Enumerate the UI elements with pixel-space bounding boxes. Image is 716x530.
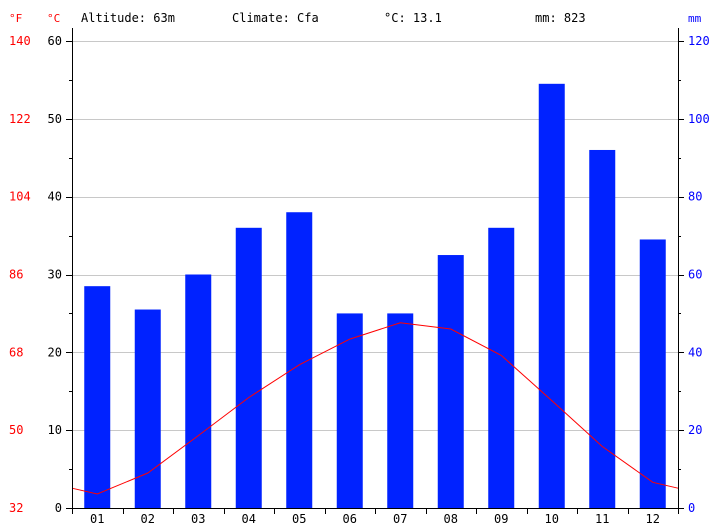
month-tick-label: 04 (242, 512, 256, 526)
month-tick-label: 07 (393, 512, 407, 526)
month-tick-label: 11 (595, 512, 609, 526)
grid (72, 41, 678, 431)
precip-bar (185, 274, 212, 508)
precip-bar (336, 313, 363, 508)
celsius-tick-label: 30 (48, 268, 62, 282)
month-tick-label: 02 (141, 512, 155, 526)
precip-tick-label: 60 (688, 268, 702, 282)
precip-tick-label: 80 (688, 190, 702, 204)
month-tick-label: 03 (191, 512, 205, 526)
precip-bar (538, 83, 565, 508)
climate-label: Climate: Cfa (232, 11, 319, 25)
fahrenheit-tick-label: 50 (9, 423, 23, 437)
precip-bar (639, 239, 666, 508)
precip-bar (437, 255, 464, 508)
total-precipitation-label: mm: 823 (535, 11, 586, 25)
precip-tick-label: 20 (688, 423, 702, 437)
month-tick-label: 05 (292, 512, 306, 526)
precip-bar (387, 313, 414, 508)
precip-bar (235, 227, 262, 509)
fahrenheit-tick-label: 68 (9, 345, 23, 359)
precip-bar (134, 309, 161, 508)
month-tick-label: 01 (90, 512, 104, 526)
precipitation-bars (84, 83, 666, 509)
precip-bar (84, 286, 111, 508)
precip-tick-label: 100 (688, 112, 710, 126)
month-tick-label: 09 (494, 512, 508, 526)
fahrenheit-tick-label: 140 (9, 34, 31, 48)
month-tick-label: 06 (343, 512, 357, 526)
fahrenheit-unit-label: °F (9, 12, 22, 25)
precip-unit-label: mm (688, 12, 702, 25)
month-tick-label: 10 (545, 512, 559, 526)
fahrenheit-tick-label: 122 (9, 112, 31, 126)
precip-bar (589, 149, 616, 508)
precip-bar (488, 227, 515, 509)
axes (66, 28, 684, 514)
precip-tick-label: 0 (688, 501, 695, 515)
temperature-line-group (71, 322, 679, 495)
celsius-tick-label: 0 (55, 501, 62, 515)
mean-temperature-label: °C: 13.1 (384, 11, 442, 25)
altitude-label: Altitude: 63m (81, 11, 175, 25)
temperature-line (71, 322, 679, 495)
celsius-unit-label: °C (47, 12, 60, 25)
precip-tick-label: 40 (688, 345, 702, 359)
celsius-tick-label: 20 (48, 345, 62, 359)
celsius-tick-label: 50 (48, 112, 62, 126)
fahrenheit-tick-label: 32 (9, 501, 23, 515)
month-tick-label: 12 (646, 512, 660, 526)
month-tick-label: 08 (444, 512, 458, 526)
precip-tick-label: 120 (688, 34, 710, 48)
fahrenheit-tick-label: 104 (9, 190, 31, 204)
celsius-tick-label: 10 (48, 423, 62, 437)
fahrenheit-tick-label: 86 (9, 268, 23, 282)
celsius-tick-label: 60 (48, 34, 62, 48)
tick-labels: 0102030405060325068861041221400204060801… (9, 34, 710, 526)
celsius-tick-label: 40 (48, 190, 62, 204)
